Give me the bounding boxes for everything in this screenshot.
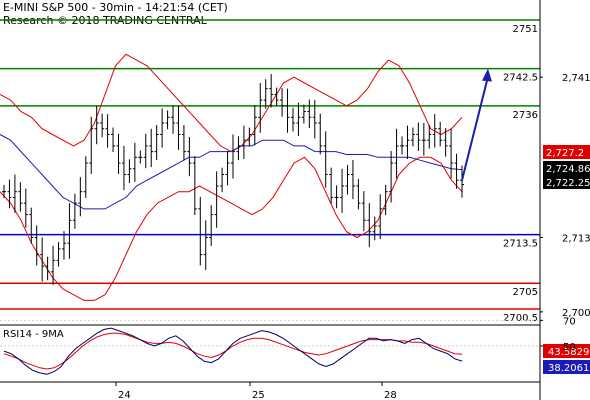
x-tick-label: 25 <box>252 390 265 400</box>
level-label: 2736 <box>513 110 538 121</box>
chart-title: E-MINI S&P 500 - 30min - 14:21:54 (CET) <box>3 1 228 14</box>
x-tick-label: 28 <box>384 390 397 400</box>
rsi-title: RSI14 - 9MA <box>3 329 64 340</box>
price-tag-label: 2,727.2 <box>546 148 584 159</box>
price-tag <box>543 175 590 189</box>
price-tag-label: 2,724.86 <box>546 164 590 175</box>
forecast-arrow <box>461 76 489 181</box>
rsi-panel: RSI14 - 9MA 43.5829 38.2061 <box>0 319 590 375</box>
y-tick-label: 2,713 <box>562 233 590 244</box>
price-panel: 2751 2742.5 2736 2713.5 2705 2700.5 2,727.2 2,7… <box>0 19 590 324</box>
x-tick-label: 24 <box>118 390 131 400</box>
forecast-arrow-head <box>482 68 492 82</box>
level-label: 2713.5 <box>503 239 538 250</box>
level-label: 2705 <box>513 287 538 298</box>
price-tag <box>543 145 590 159</box>
level-label: 2700.5 <box>503 313 538 324</box>
rsi-tag <box>543 344 590 358</box>
level-label: 2742.5 <box>503 73 538 84</box>
moving-average <box>0 134 463 210</box>
rsi-tag <box>543 360 590 374</box>
rsi-y-tick-label: 50 <box>563 342 576 353</box>
rsi-ma-line <box>3 332 463 370</box>
y-tick-label: 2,700 <box>562 308 590 319</box>
price-tag <box>543 161 590 175</box>
rsi-tag-label: 38.2061 <box>548 363 589 374</box>
y-tick-label: 2,741 <box>562 73 590 84</box>
rsi-line <box>3 327 463 375</box>
price-tag-label: 2,722.25 <box>546 178 590 189</box>
rsi-y-tick-label: 70 <box>563 316 576 327</box>
rsi-tag-label: 43.5829 <box>548 347 589 358</box>
level-label: 2751 <box>513 24 538 35</box>
bollinger-lower <box>0 156 463 301</box>
